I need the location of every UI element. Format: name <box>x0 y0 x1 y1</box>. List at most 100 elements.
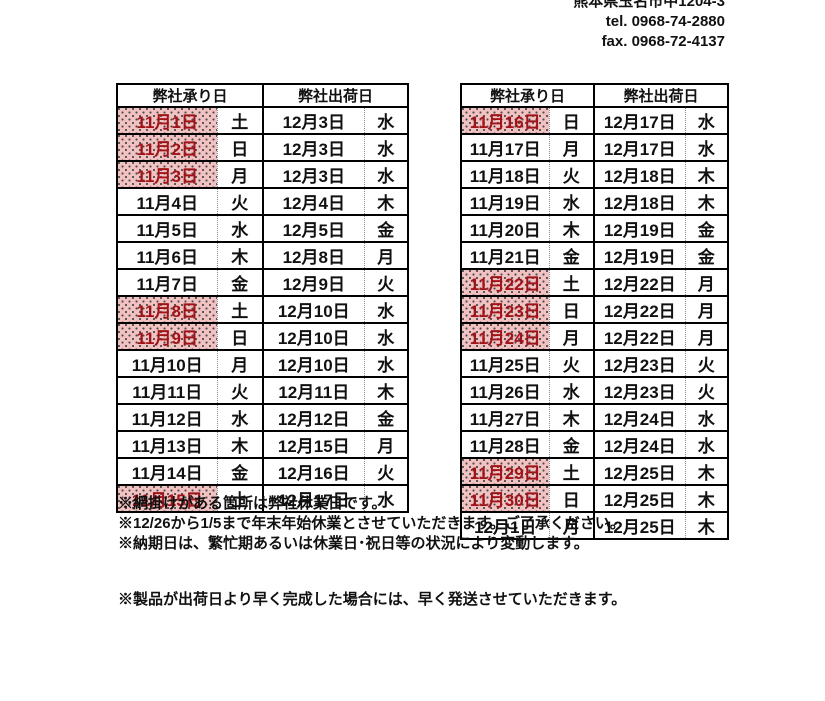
order-date-cell: 11月16日 <box>460 106 550 135</box>
note-holiday-shading: ※網掛けがある箇所は弊社休業日です。 <box>118 495 387 512</box>
note-delivery-variation: ※納期日は、繁忙期あるいは休業日･祝日等の状況により変動します。 <box>118 535 589 552</box>
table-row: 11月10日 月 12月10日 水 <box>116 349 410 378</box>
ship-dow-cell: 水 <box>363 295 410 324</box>
order-dow-cell: 火 <box>216 187 265 216</box>
order-date-cell: 11月9日 <box>116 322 218 351</box>
ship-dow-cell: 火 <box>363 268 410 297</box>
order-date-cell: 11月10日 <box>116 349 218 378</box>
ship-date-cell: 12月25日 <box>593 484 686 513</box>
order-dow-cell: 水 <box>216 214 265 243</box>
ship-dow-cell: 月 <box>684 322 730 351</box>
table-row: 11月30日 日 12月25日 木 <box>460 484 730 513</box>
ship-dow-cell: 木 <box>684 187 730 216</box>
ship-date-cell: 12月23日 <box>593 376 686 405</box>
order-date-cell: 11月11日 <box>116 376 218 405</box>
table-row: 11月15日 土 12月17日 水 <box>116 484 410 513</box>
header-row: 弊社承り日 弊社出荷日 <box>459 83 730 108</box>
notes-block: ※網掛けがある箇所は弊社休業日です。 ※12/26から1/5まで年末年始休業とさ… <box>118 494 625 554</box>
table-row: 11月18日 火 12月18日 木 <box>460 160 730 189</box>
fax-line: fax. 0968-72-4137 <box>601 33 725 50</box>
ship-dow-cell: 木 <box>684 160 730 189</box>
header-row: 弊社承り日 弊社出荷日 <box>115 83 410 108</box>
table-row: 11月8日 土 12月10日 水 <box>116 295 410 324</box>
ship-dow-cell: 火 <box>363 457 410 486</box>
ship-date-cell: 12月22日 <box>593 295 686 324</box>
address-line: 熊本県玉名市中1204-3 <box>573 0 725 10</box>
ship-date-cell: 12月8日 <box>262 241 365 270</box>
order-dow-cell: 日 <box>548 106 596 135</box>
ship-date-cell: 12月9日 <box>262 268 365 297</box>
table-row: 11月1日 土 12月3日 水 <box>116 106 410 135</box>
order-dow-cell: 金 <box>216 457 265 486</box>
table-row: 11月29日 土 12月25日 木 <box>460 457 730 486</box>
ship-dow-cell: 木 <box>684 484 730 513</box>
order-date-header: 弊社承り日 <box>115 83 265 108</box>
ship-date-header: 弊社出荷日 <box>593 83 730 108</box>
order-date-cell: 11月13日 <box>116 430 218 459</box>
order-dow-cell: 日 <box>548 484 596 513</box>
ship-date-cell: 12月11日 <box>262 376 365 405</box>
order-date-cell: 11月27日 <box>460 403 550 432</box>
order-dow-cell: 土 <box>548 268 596 297</box>
contact-block: 熊本県玉名市中1204-3 tel. 0968-74-2880 fax. 096… <box>573 0 725 52</box>
order-date-cell: 11月3日 <box>116 160 218 189</box>
table-row: 11月13日 木 12月15日 月 <box>116 430 410 459</box>
table-row: 11月12日 水 12月12日 金 <box>116 403 410 432</box>
order-date-cell: 11月2日 <box>116 133 218 162</box>
order-dow-cell: 木 <box>216 430 265 459</box>
order-dow-cell: 土 <box>548 457 596 486</box>
ship-date-cell: 12月25日 <box>593 511 686 540</box>
ship-dow-cell: 木 <box>363 187 410 216</box>
ship-dow-cell: 金 <box>684 214 730 243</box>
table-row: 11月5日 水 12月5日 金 <box>116 214 410 243</box>
note-yearend-closure: ※12/26から1/5まで年末年始休業とさせていただきます。ご了承ください。 <box>118 515 625 532</box>
ship-dow-cell: 月 <box>363 241 410 270</box>
order-date-cell: 11月26日 <box>460 376 550 405</box>
order-dow-cell: 月 <box>216 160 265 189</box>
table-row: 11月16日 日 12月17日 水 <box>460 106 730 135</box>
table-row: 11月7日 金 12月9日 火 <box>116 268 410 297</box>
table-row: 11月26日 水 12月23日 火 <box>460 376 730 405</box>
ship-dow-cell: 月 <box>684 268 730 297</box>
ship-dow-cell: 水 <box>684 106 730 135</box>
ship-dow-cell: 金 <box>363 214 410 243</box>
order-date-cell: 11月12日 <box>116 403 218 432</box>
order-date-cell: 11月18日 <box>460 160 550 189</box>
order-date-cell: 11月8日 <box>116 295 218 324</box>
table-row: 11月11日 火 12月11日 木 <box>116 376 410 405</box>
order-date-cell: 11月28日 <box>460 430 550 459</box>
order-dow-cell: 木 <box>548 214 596 243</box>
order-dow-cell: 月 <box>548 322 596 351</box>
ship-dow-cell: 月 <box>684 295 730 324</box>
order-date-cell: 11月7日 <box>116 268 218 297</box>
ship-dow-cell: 水 <box>363 484 410 513</box>
ship-dow-cell: 金 <box>363 403 410 432</box>
order-dow-cell: 土 <box>216 484 265 513</box>
table-row: 11月21日 金 12月19日 金 <box>460 241 730 270</box>
order-dow-cell: 水 <box>548 187 596 216</box>
order-dow-cell: 日 <box>216 133 265 162</box>
order-date-cell: 11月4日 <box>116 187 218 216</box>
ship-dow-cell: 火 <box>684 376 730 405</box>
table-row: 11月28日 金 12月24日 水 <box>460 430 730 459</box>
ship-date-cell: 12月18日 <box>593 160 686 189</box>
ship-date-cell: 12月10日 <box>262 295 365 324</box>
ship-dow-cell: 木 <box>684 511 730 540</box>
order-date-cell: 11月15日 <box>116 484 218 513</box>
order-dow-cell: 水 <box>216 403 265 432</box>
ship-date-cell: 12月23日 <box>593 349 686 378</box>
order-date-cell: 11月30日 <box>460 484 550 513</box>
ship-dow-cell: 火 <box>684 349 730 378</box>
table-row: 11月3日 月 12月3日 水 <box>116 160 410 189</box>
ship-date-cell: 12月15日 <box>262 430 365 459</box>
order-date-header: 弊社承り日 <box>459 83 596 108</box>
order-dow-cell: 火 <box>216 376 265 405</box>
table-row: 11月19日 水 12月18日 木 <box>460 187 730 216</box>
schedule-table-second-half: 弊社承り日 弊社出荷日 11月16日 日 12月17日 水 11月17日 月 1… <box>459 83 730 540</box>
table-row: 11月4日 火 12月4日 木 <box>116 187 410 216</box>
ship-date-cell: 12月10日 <box>262 322 365 351</box>
ship-date-cell: 12月3日 <box>262 133 365 162</box>
table-row: 11月20日 木 12月19日 金 <box>460 214 730 243</box>
order-dow-cell: 金 <box>216 268 265 297</box>
